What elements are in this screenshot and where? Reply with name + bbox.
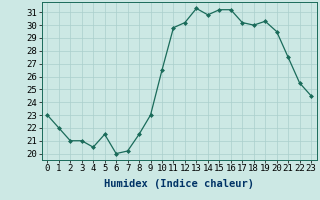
X-axis label: Humidex (Indice chaleur): Humidex (Indice chaleur) bbox=[104, 179, 254, 189]
